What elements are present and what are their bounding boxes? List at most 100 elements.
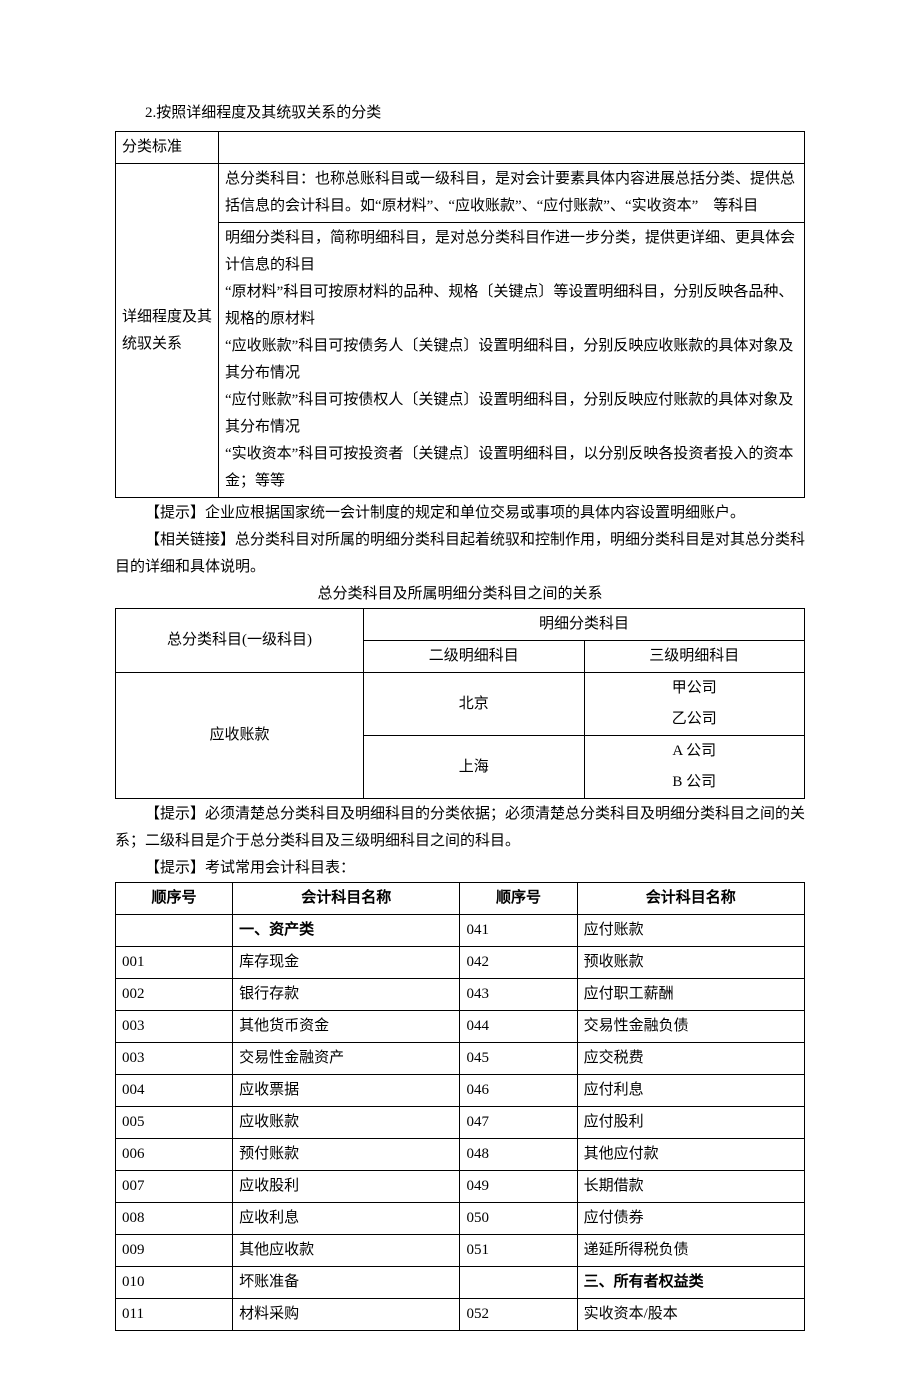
relationship-table: 总分类科目(一级科目) 明细分类科目 二级明细科目 三级明细科目 应收账款 北京…	[115, 608, 805, 799]
header-level1: 总分类科目(一级科目)	[116, 609, 364, 673]
table-row: 一、资产类041应付账款	[116, 915, 805, 947]
table-header-row: 顺序号 会计科目名称 顺序号 会计科目名称	[116, 883, 805, 915]
cell: 006	[116, 1139, 233, 1171]
tip-paragraph: 【提示】考试常用会计科目表：	[115, 855, 805, 882]
cell: 预收账款	[577, 947, 804, 979]
cell-label: 分类标准	[116, 132, 219, 164]
cell: 003	[116, 1043, 233, 1075]
cell: 应收股利	[233, 1171, 460, 1203]
table-row: 007应收股利049长期借款	[116, 1171, 805, 1203]
cell: 045	[460, 1043, 577, 1075]
cell: 041	[460, 915, 577, 947]
cell-content: 总分类科目：也称总账科目或一级科目，是对会计要素具体内容进展总括分类、提供总括信…	[219, 164, 805, 223]
table-row: 006预付账款048其他应付款	[116, 1139, 805, 1171]
table-row: 明细分类科目，简称明细科目，是对总分类科目作进一步分类，提供更详细、更具体会计信…	[116, 223, 805, 498]
cell: 坏账准备	[233, 1267, 460, 1299]
table-row: 004应收票据046应付利息	[116, 1075, 805, 1107]
cell: 材料采购	[233, 1299, 460, 1331]
cell: 应付债券	[577, 1203, 804, 1235]
table-row: 002银行存款043应付职工薪酬	[116, 979, 805, 1011]
cell: 应付账款	[577, 915, 804, 947]
cell-third: 乙公司	[584, 704, 804, 736]
cell: 001	[116, 947, 233, 979]
cell: 007	[116, 1171, 233, 1203]
tip-paragraph: 【提示】必须清楚总分类科目及明细科目的分类依据；必须清楚总分类科目及明细分类科目…	[115, 801, 805, 855]
cell: 044	[460, 1011, 577, 1043]
classification-table: 分类标准 详细程度及其统驭关系 总分类科目：也称总账科目或一级科目，是对会计要素…	[115, 131, 805, 498]
col-seq-header: 顺序号	[116, 883, 233, 915]
cell-empty	[219, 132, 805, 164]
cell: 其他应收款	[233, 1235, 460, 1267]
cell-account: 应收账款	[116, 673, 364, 799]
header-third: 三级明细科目	[584, 641, 804, 673]
cell: 048	[460, 1139, 577, 1171]
table-row: 009其他应收款051递延所得税负债	[116, 1235, 805, 1267]
table-row: 应收账款 北京 甲公司	[116, 673, 805, 705]
cell: 应收利息	[233, 1203, 460, 1235]
cell-content: 明细分类科目，简称明细科目，是对总分类科目作进一步分类，提供更详细、更具体会计信…	[219, 223, 805, 498]
cell: 052	[460, 1299, 577, 1331]
cell: 递延所得税负债	[577, 1235, 804, 1267]
cell: 004	[116, 1075, 233, 1107]
cell: 010	[116, 1267, 233, 1299]
cell	[460, 1267, 577, 1299]
cell: 交易性金融负债	[577, 1011, 804, 1043]
cell: 011	[116, 1299, 233, 1331]
header-detail: 明细分类科目	[364, 609, 805, 641]
cell: 一、资产类	[233, 915, 460, 947]
cell-second: 上海	[364, 736, 584, 799]
table-row: 003交易性金融资产045应交税费	[116, 1043, 805, 1075]
cell-third: 甲公司	[584, 673, 804, 705]
cell-second: 北京	[364, 673, 584, 736]
table-row: 005应收账款047应付股利	[116, 1107, 805, 1139]
section-heading: 2.按照详细程度及其统驭关系的分类	[115, 100, 805, 127]
cell: 应收账款	[233, 1107, 460, 1139]
cell: 其他货币资金	[233, 1011, 460, 1043]
cell: 046	[460, 1075, 577, 1107]
table-row: 010坏账准备 三、所有者权益类	[116, 1267, 805, 1299]
cell: 三、所有者权益类	[577, 1267, 804, 1299]
table-row: 详细程度及其统驭关系 总分类科目：也称总账科目或一级科目，是对会计要素具体内容进…	[116, 164, 805, 223]
cell: 库存现金	[233, 947, 460, 979]
cell: 009	[116, 1235, 233, 1267]
cell: 005	[116, 1107, 233, 1139]
cell: 长期借款	[577, 1171, 804, 1203]
table-row: 总分类科目(一级科目) 明细分类科目	[116, 609, 805, 641]
cell: 交易性金融资产	[233, 1043, 460, 1075]
cell-third: B 公司	[584, 767, 804, 799]
cell-third: A 公司	[584, 736, 804, 768]
table-caption: 总分类科目及所属明细分类科目之间的关系	[115, 581, 805, 608]
header-second: 二级明细科目	[364, 641, 584, 673]
col-name-header: 会计科目名称	[577, 883, 804, 915]
cell-label: 详细程度及其统驭关系	[116, 164, 219, 498]
cell: 预付账款	[233, 1139, 460, 1171]
cell: 050	[460, 1203, 577, 1235]
cell: 002	[116, 979, 233, 1011]
cell: 008	[116, 1203, 233, 1235]
cell: 047	[460, 1107, 577, 1139]
cell: 实收资本/股本	[577, 1299, 804, 1331]
cell: 其他应付款	[577, 1139, 804, 1171]
col-name-header: 会计科目名称	[233, 883, 460, 915]
link-paragraph: 【相关链接】总分类科目对所属的明细分类科目起着统驭和控制作用，明细分类科目是对其…	[115, 527, 805, 581]
table-row: 003其他货币资金044交易性金融负债	[116, 1011, 805, 1043]
table-row: 分类标准	[116, 132, 805, 164]
cell: 042	[460, 947, 577, 979]
table-row: 008应收利息050应付债券	[116, 1203, 805, 1235]
cell: 应付利息	[577, 1075, 804, 1107]
cell: 应付职工薪酬	[577, 979, 804, 1011]
table-row: 001库存现金042预收账款	[116, 947, 805, 979]
table-row: 011材料采购052实收资本/股本	[116, 1299, 805, 1331]
cell: 049	[460, 1171, 577, 1203]
cell: 043	[460, 979, 577, 1011]
tip-paragraph: 【提示】企业应根据国家统一会计制度的规定和单位交易或事项的具体内容设置明细账户。	[115, 500, 805, 527]
cell: 051	[460, 1235, 577, 1267]
document-page: 2.按照详细程度及其统驭关系的分类 分类标准 详细程度及其统驭关系 总分类科目：…	[0, 0, 920, 1393]
cell	[116, 915, 233, 947]
cell: 应付股利	[577, 1107, 804, 1139]
col-seq-header: 顺序号	[460, 883, 577, 915]
cell: 应收票据	[233, 1075, 460, 1107]
cell: 应交税费	[577, 1043, 804, 1075]
cell: 003	[116, 1011, 233, 1043]
cell: 银行存款	[233, 979, 460, 1011]
